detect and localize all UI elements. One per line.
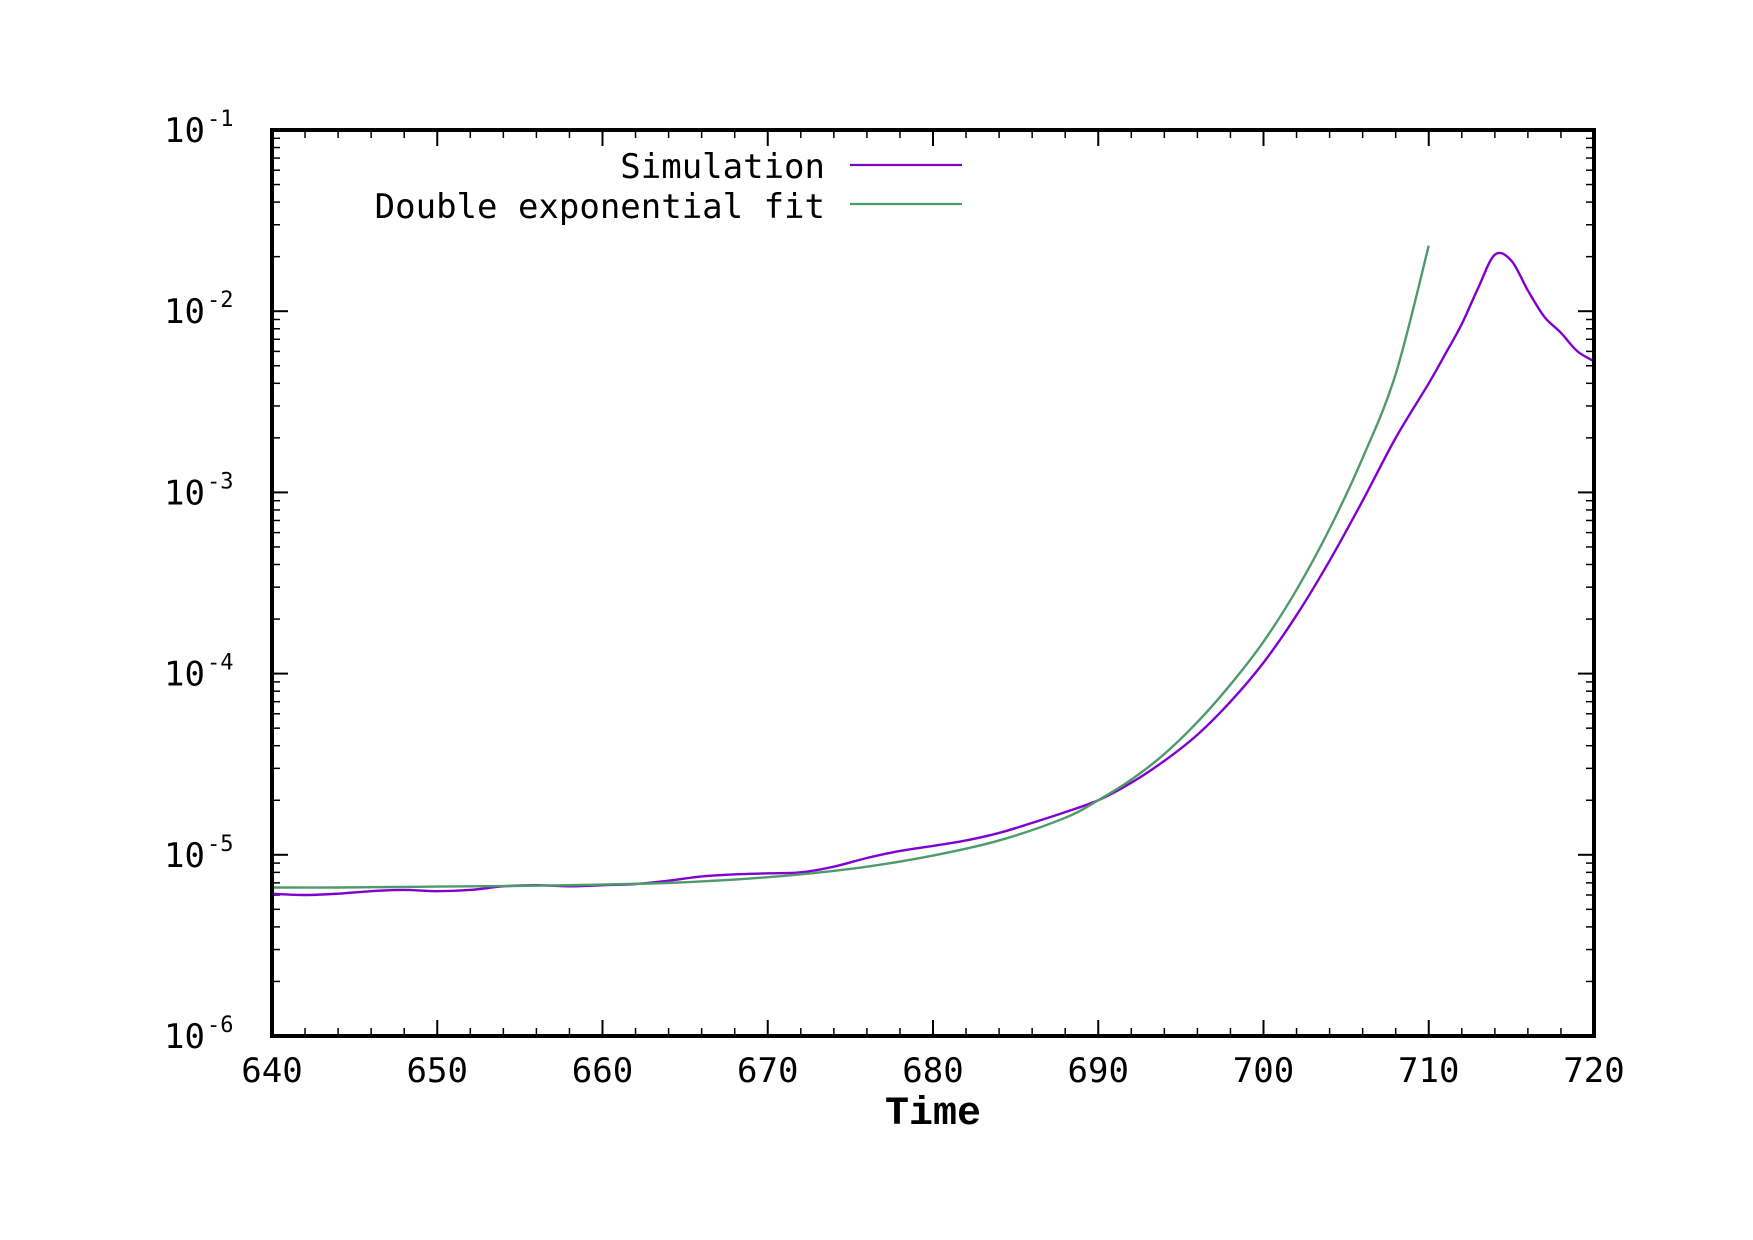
y-tick-label-exponent: -5 (207, 832, 234, 857)
legend-label-simulation: Simulation (620, 147, 825, 187)
x-tick-label: 690 (1068, 1051, 1129, 1091)
legend-label-fit: Double exponential fit (375, 187, 825, 227)
y-tick-label-base: 10 (164, 836, 205, 876)
y-tick-label-exponent: -2 (207, 288, 234, 313)
y-tick-label-base: 10 (164, 655, 205, 695)
plot-frame (270, 128, 1596, 1038)
x-tick-label: 720 (1563, 1051, 1624, 1091)
x-tick-label: 680 (902, 1051, 963, 1091)
x-tick-label: 700 (1233, 1051, 1294, 1091)
y-tick-label-base: 10 (164, 473, 205, 513)
y-tick-label-exponent: -1 (207, 107, 234, 132)
x-tick-label: 710 (1398, 1051, 1459, 1091)
y-tick-label-base: 10 (164, 292, 205, 332)
series-line-fit (271, 245, 1430, 889)
y-tick-label-exponent: -3 (207, 469, 234, 494)
x-tick-label: 660 (572, 1051, 633, 1091)
x-tick-label: 650 (407, 1051, 468, 1091)
y-tick-label-base: 10 (164, 1017, 205, 1057)
y-tick-label-base: 10 (164, 111, 205, 151)
y-tick-label-exponent: -6 (207, 1013, 234, 1038)
x-axis-title: Time (885, 1092, 981, 1137)
x-tick-label: 640 (241, 1051, 302, 1091)
y-tick-label-exponent: -4 (207, 651, 234, 676)
x-tick-label: 670 (737, 1051, 798, 1091)
legend: Simulation Double exponential fit (375, 147, 962, 227)
y-tick-labels: 10-610-510-410-310-210-1 (164, 107, 233, 1057)
x-tick-labels: 640 650 660 670 680 690 700 710 720 (241, 1051, 1624, 1091)
series-layer (271, 245, 1595, 897)
